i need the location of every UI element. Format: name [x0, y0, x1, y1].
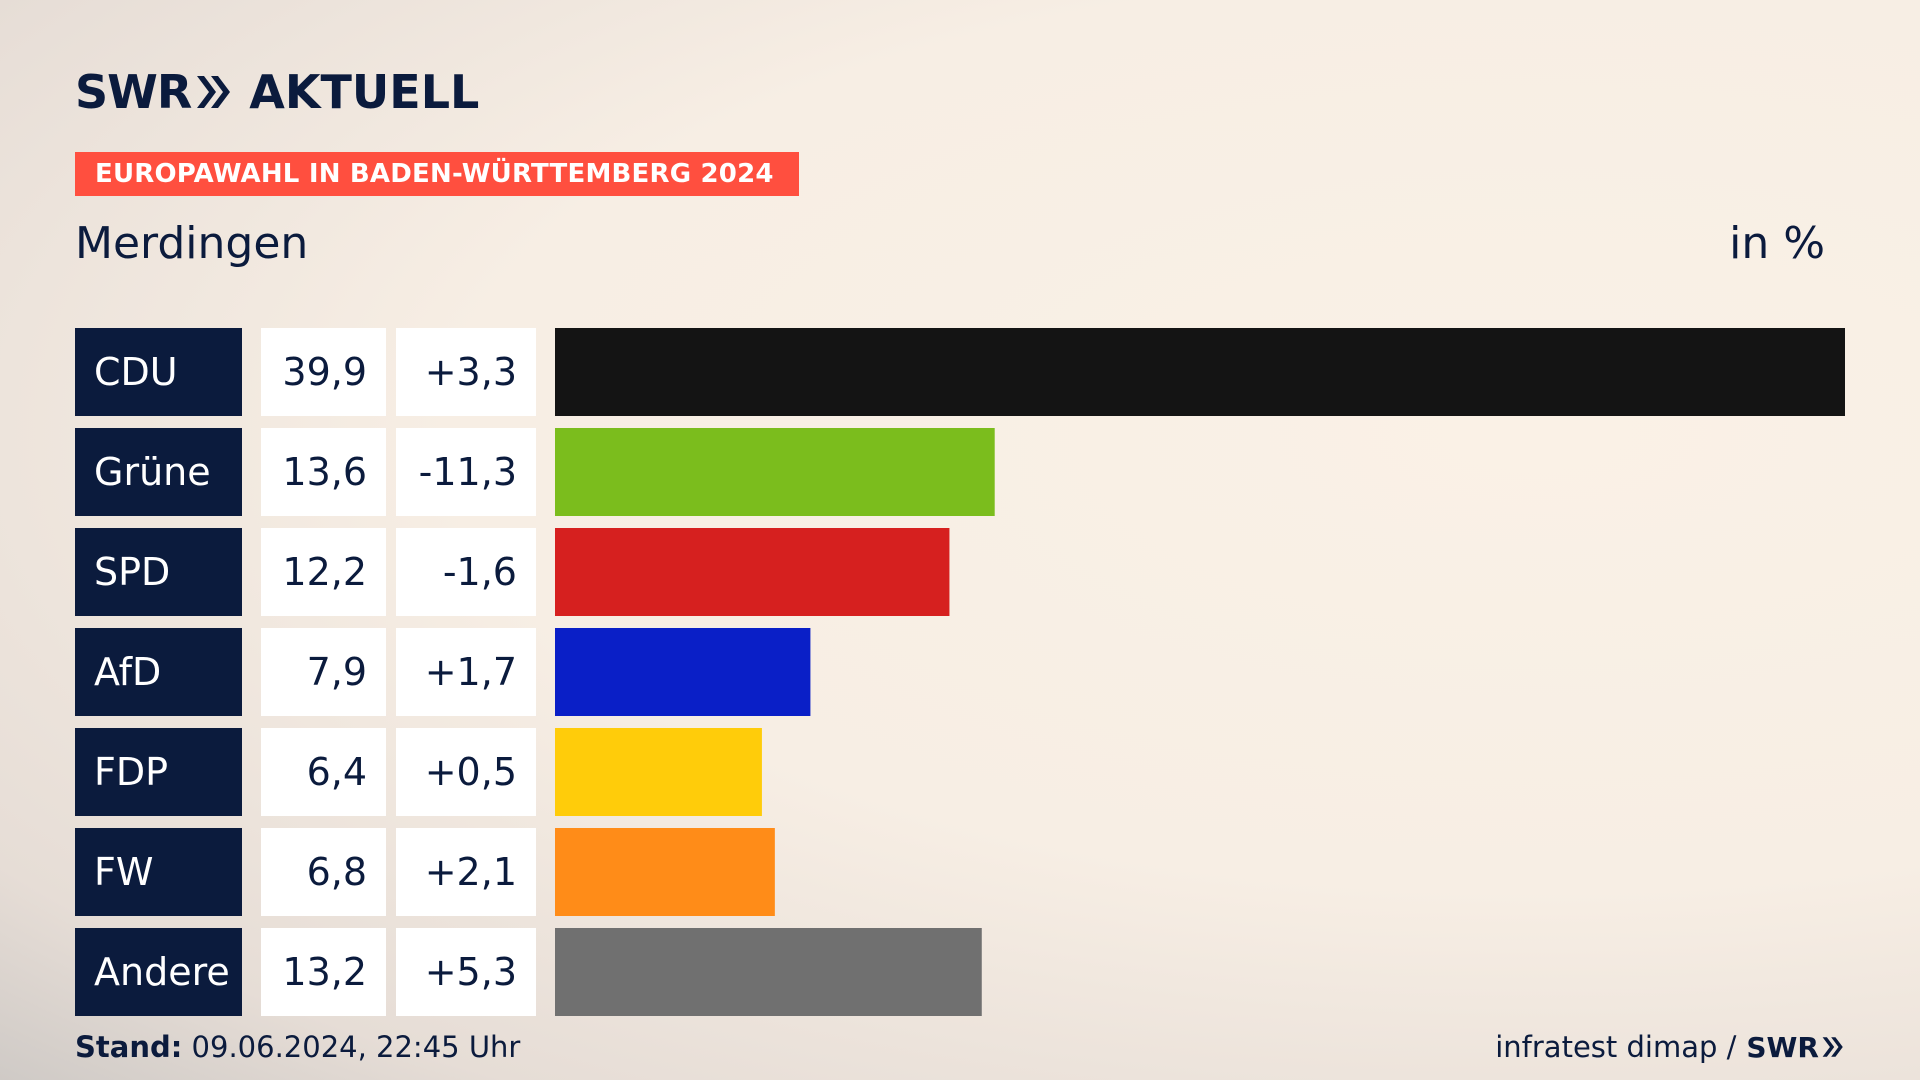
party-label: AfD — [94, 650, 161, 694]
change-label: +5,3 — [425, 950, 517, 994]
value-label: 6,4 — [307, 750, 367, 794]
party-label: Grüne — [94, 450, 211, 494]
bar-fw — [555, 828, 775, 916]
value-cell — [261, 928, 386, 1016]
change-cell — [396, 428, 536, 516]
change-cell — [396, 928, 536, 1016]
party-label-box — [75, 328, 242, 416]
value-label: 39,9 — [282, 350, 367, 394]
change-label: +0,5 — [425, 750, 517, 794]
change-label: +3,3 — [425, 350, 517, 394]
bar-fdp — [555, 728, 762, 816]
change-cell — [396, 628, 536, 716]
bar-grne — [555, 428, 995, 516]
source-text: infratest dimap / — [1495, 1030, 1737, 1064]
value-cell — [261, 828, 386, 916]
change-label: +2,1 — [425, 850, 517, 894]
party-label-box — [75, 928, 242, 1016]
change-cell — [396, 528, 536, 616]
timestamp: Stand: 09.06.2024, 22:45 Uhr — [75, 1030, 520, 1064]
double-chevron-icon — [197, 76, 231, 108]
change-cell — [396, 728, 536, 816]
bar-cdu — [555, 328, 1845, 416]
unit-label: in % — [1729, 218, 1825, 269]
stand-label: Stand: — [75, 1030, 183, 1064]
value-cell — [261, 428, 386, 516]
logo-brand: SWR — [75, 65, 192, 119]
change-label: -1,6 — [443, 550, 517, 594]
change-cell — [396, 828, 536, 916]
value-label: 13,6 — [282, 450, 367, 494]
party-label: CDU — [94, 350, 178, 394]
value-label: 13,2 — [282, 950, 367, 994]
value-label: 12,2 — [282, 550, 367, 594]
election-banner: EUROPAWAHL IN BADEN-WÜRTTEMBERG 2024 — [75, 152, 799, 196]
value-cell — [261, 728, 386, 816]
party-label: SPD — [94, 550, 170, 594]
double-chevron-icon — [1822, 1037, 1843, 1057]
party-label-box — [75, 728, 242, 816]
party-label-box — [75, 428, 242, 516]
change-label: -11,3 — [419, 450, 517, 494]
party-label-box — [75, 528, 242, 616]
value-cell — [261, 328, 386, 416]
party-label: FW — [94, 850, 153, 894]
source-credit: infratest dimap / SWR — [1495, 1030, 1845, 1064]
value-label: 7,9 — [307, 650, 367, 694]
value-cell — [261, 628, 386, 716]
party-label: Andere — [94, 950, 230, 994]
party-label: FDP — [94, 750, 168, 794]
location-title: Merdingen — [75, 218, 309, 269]
bar-afd — [555, 628, 811, 716]
bar-spd — [555, 528, 950, 616]
value-label: 6,8 — [307, 850, 367, 894]
party-label-box — [75, 828, 242, 916]
change-label: +1,7 — [425, 650, 517, 694]
change-cell — [396, 328, 536, 416]
party-label-box — [75, 628, 242, 716]
stand-value: 09.06.2024, 22:45 Uhr — [191, 1030, 521, 1064]
swr-aktuell-logo: SWR AKTUELL — [75, 65, 480, 119]
value-cell — [261, 528, 386, 616]
footer-brand: SWR — [1746, 1030, 1819, 1064]
logo-product: AKTUELL — [249, 65, 480, 119]
bar-andere — [555, 928, 982, 1016]
